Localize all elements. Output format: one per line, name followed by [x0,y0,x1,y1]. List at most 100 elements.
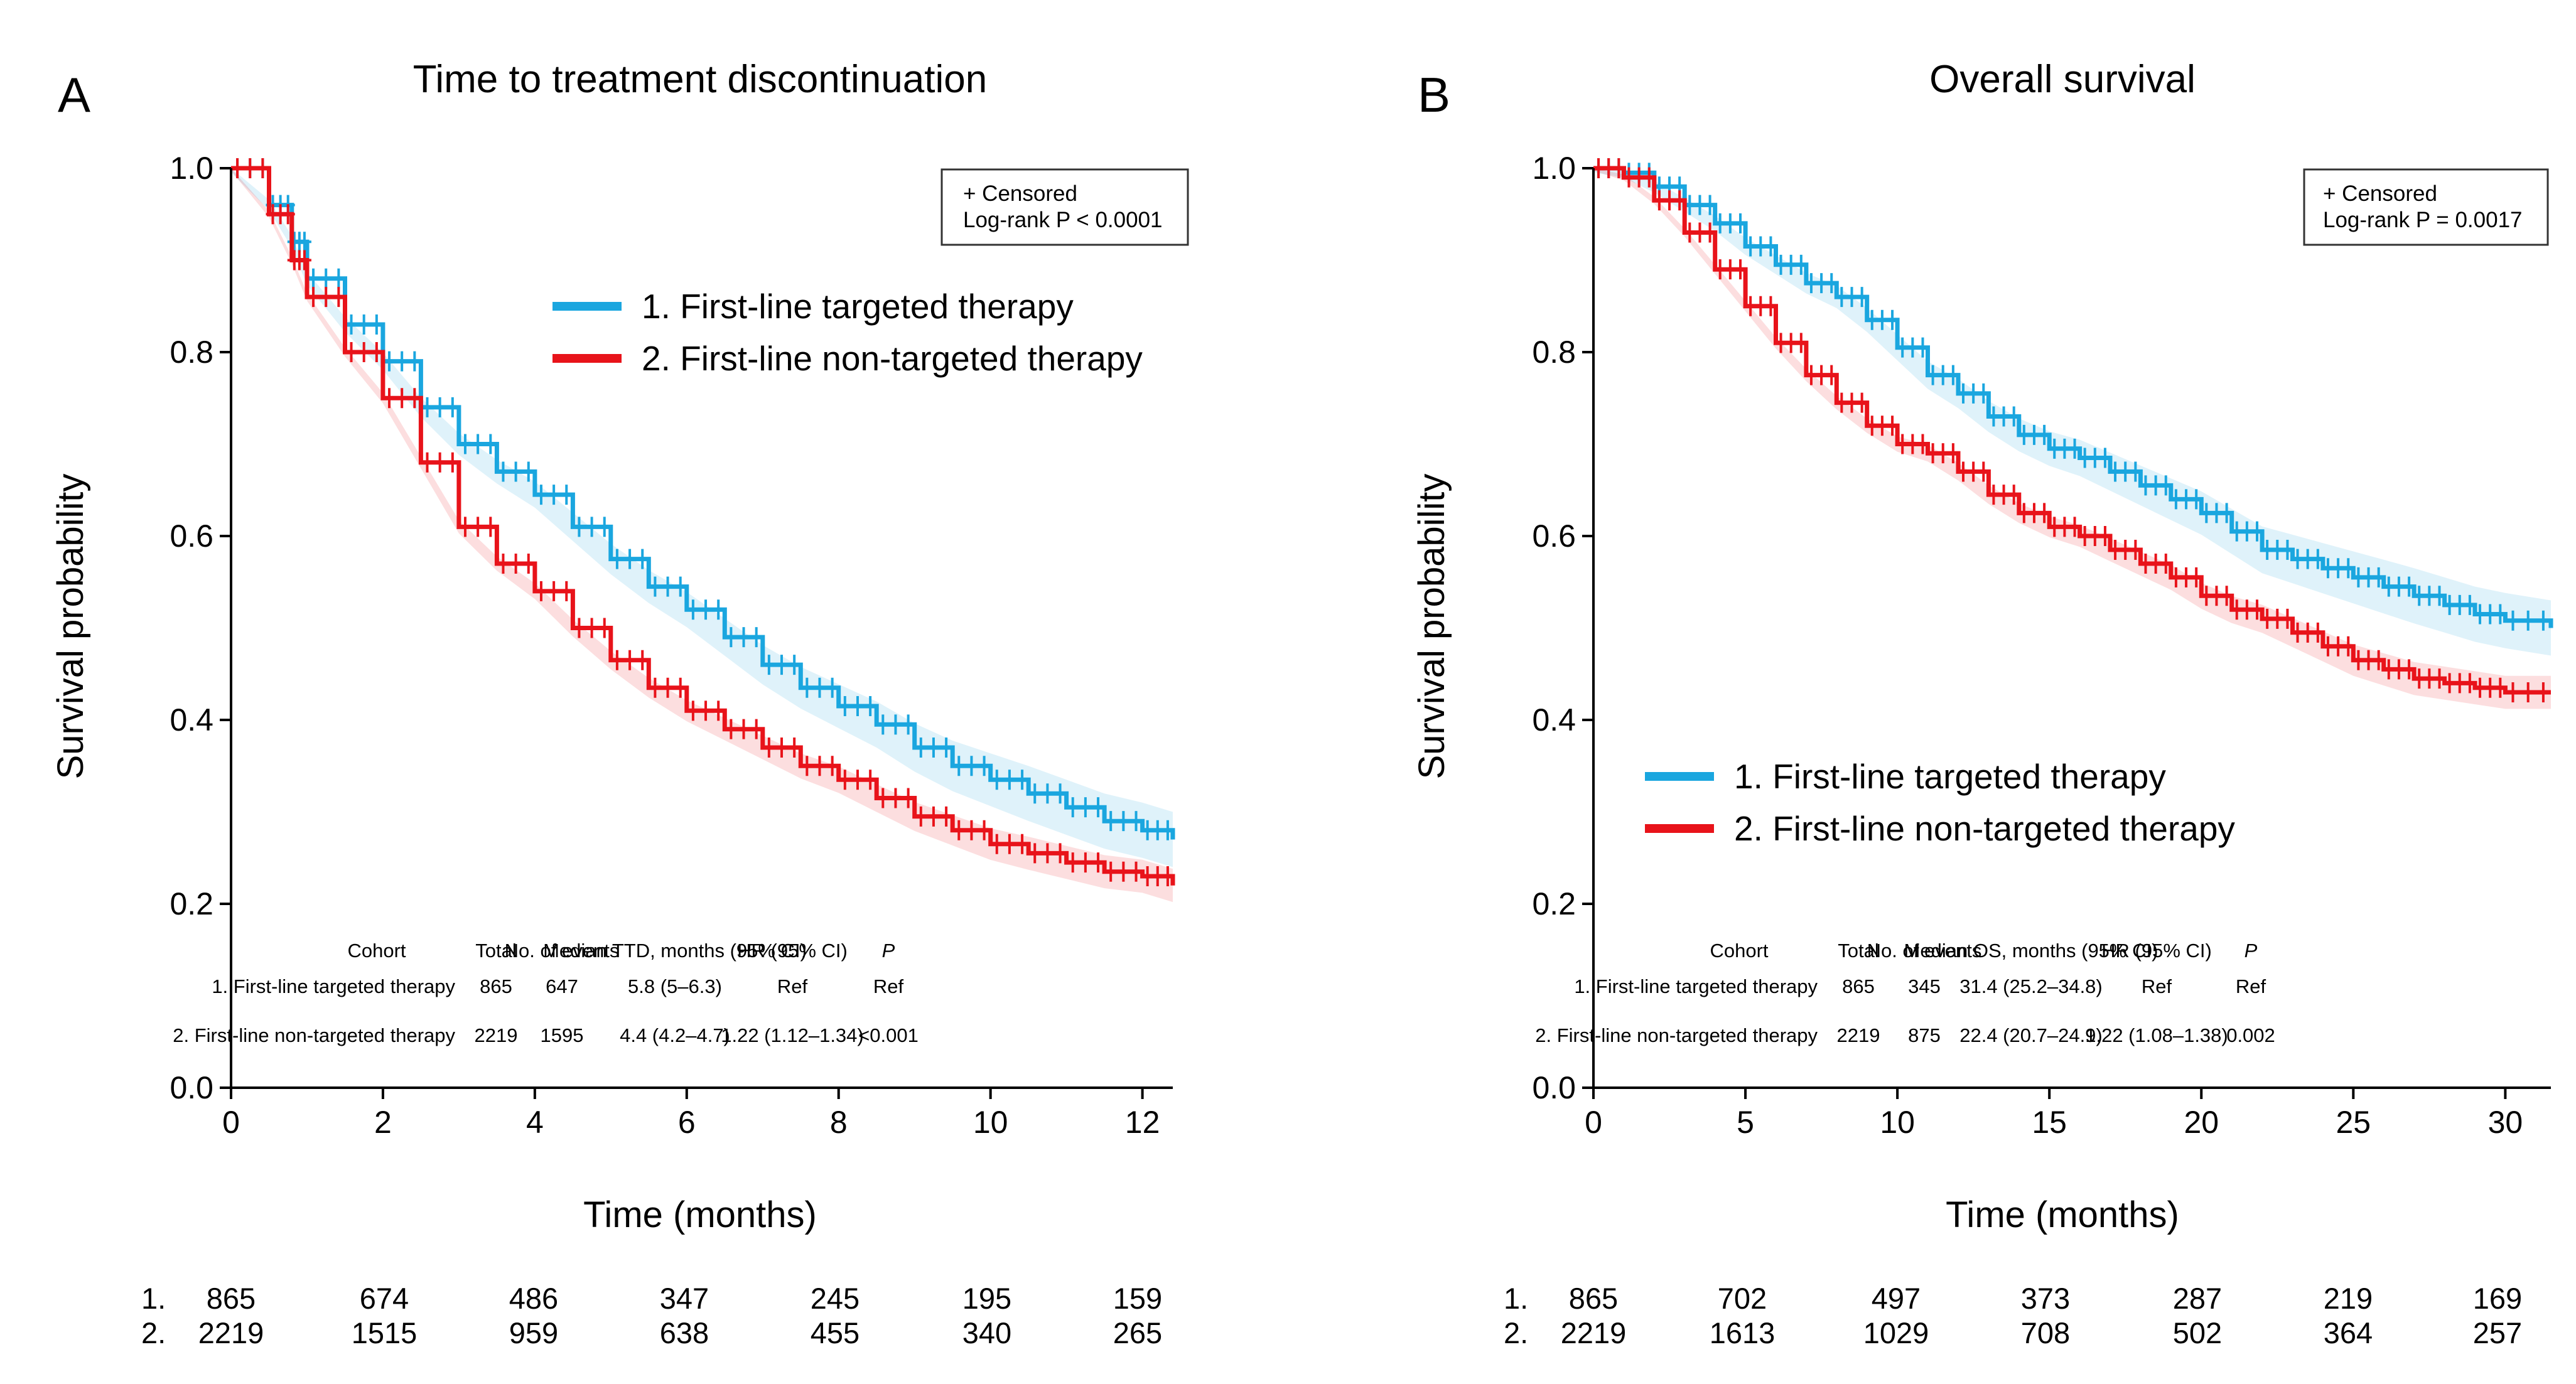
censor-mark [1824,273,1839,294]
censor-mark [913,737,928,758]
risk-a-2-1: 1515 [352,1316,418,1349]
panel-b-censored-label: + Censored [2323,181,2437,206]
censor-mark [319,268,333,289]
panel-b-ytick-label: 0.8 [1532,335,1576,370]
risk-b-2-5: 364 [2324,1316,2373,1349]
censor-mark [1855,287,1869,308]
table-row-1-total: 865 [480,975,512,997]
censor-mark [825,756,839,776]
risk-a-row-1-label: 1. [141,1282,166,1315]
censor-mark [1002,770,1016,790]
table-b-header-cohort: Cohort [1710,940,1768,962]
risk-b-2-4: 502 [2173,1316,2222,1349]
censor-mark [775,655,789,675]
censor-mark [1976,461,1991,482]
censor-mark [1091,852,1106,873]
censor-mark [496,461,510,482]
censor-mark [876,788,890,808]
censor-mark [2219,503,2234,523]
censor-mark [2280,608,2295,629]
panel-a-ytick-label: 0.0 [170,1070,213,1105]
censor-mark [420,452,434,473]
censor-mark [572,517,586,537]
censor-mark [2007,485,2021,505]
censor-mark [1916,337,1930,358]
panel-b-plot: 0.0 0.2 0.4 0.6 0.8 1.0 0 5 10 15 20 25 30 [1532,151,2553,1140]
table-b-header-total: Total [1838,940,1878,962]
risk-b-2-6: 257 [2473,1316,2522,1349]
risk-a-1-2: 486 [509,1282,558,1315]
table-header-events: No. of events [505,940,620,962]
panel-a-legend-2: 2. First-line non-targeted therapy [642,339,1143,378]
censor-mark [913,806,928,827]
censor-mark [2371,567,2386,587]
censor-mark [1855,392,1869,413]
table-b-row-1-events: 345 [1908,975,1941,997]
censor-mark [521,553,536,574]
censor-mark [1040,783,1055,804]
censor-mark [2432,668,2447,689]
panel-b-series-2-censor-marks [1592,158,2550,703]
censor-mark [775,737,789,758]
risk-a-2-2: 959 [509,1316,558,1349]
censor-mark [2521,610,2535,631]
panel-a-xtick-label: 8 [830,1105,848,1140]
censor-mark [2067,517,2082,537]
censor-mark [2536,682,2550,703]
panel-a-ytick-label: 1.0 [170,151,213,186]
risk-a-2-5: 340 [962,1316,1011,1349]
censor-mark [2371,650,2386,670]
table-b-row-2-p: 0.002 [2226,1024,2275,1046]
risk-a-1-3: 347 [660,1282,709,1315]
censor-mark [1002,834,1016,854]
table-b-row-1-median: 31.4 (25.2–34.8) [1959,975,2103,997]
table-header-median: Median TTD, months (95% CI) [543,940,807,962]
risk-b-2-0: 2219 [1561,1316,1627,1349]
censor-mark [2310,622,2325,643]
censor-mark [1885,416,1900,436]
censor-mark [989,834,1004,854]
censor-mark [407,388,422,409]
censor-mark [509,461,523,482]
panel-b-logrank-label: Log-rank P = 0.0017 [2323,208,2523,232]
table-header-total: Total [475,940,516,962]
table-row-1-cohort: 1. First-line targeted therapy [212,975,455,997]
table-b-row-2-median: 22.4 (20.7–24.9) [1959,1024,2103,1046]
censor-mark [610,650,624,670]
panel-b-legend-1: 1. First-line targeted therapy [1734,757,2166,796]
censor-mark [331,268,346,289]
censor-mark [2341,558,2356,579]
censor-mark [812,677,827,698]
table-header-cohort: Cohort [347,940,406,962]
panel-a-logrank-label: Log-rank P < 0.0001 [963,208,1163,232]
censor-mark [395,388,409,409]
risk-a-2-4: 455 [811,1316,860,1349]
censor-mark [2280,539,2295,560]
censor-mark [2098,448,2112,468]
table-row-2-median: 4.4 (4.2–4.7) [620,1024,730,1046]
table-header-hr: HR (95% CI) [737,940,848,962]
table-row-1-p: Ref [873,975,904,997]
panel-b-xtick-label: 30 [2488,1105,2523,1140]
censor-mark [673,576,687,597]
risk-a-1-5: 195 [962,1282,1011,1315]
censor-mark [736,719,751,739]
panel-b-xlabel: Time (months) [1946,1194,2179,1235]
censor-mark [2493,604,2508,625]
censor-mark [547,485,561,505]
censor-mark [825,677,839,698]
table-b-row-1-hr: Ref [2142,975,2172,997]
panel-b-ytick-label: 0.2 [1532,886,1576,921]
censor-mark [1065,852,1080,873]
table-row-2-cohort: 2. First-line non-targeted therapy [173,1024,455,1046]
panel-b-xtick-label: 0 [1585,1105,1602,1140]
censor-mark [749,719,763,739]
censor-mark [357,314,371,335]
censor-mark [1015,834,1030,854]
censor-mark [1028,783,1042,804]
censor-mark [660,576,675,597]
censor-mark [433,397,447,417]
panel-b-legend-2: 2. First-line non-targeted therapy [1734,809,2235,848]
censor-mark [344,342,358,362]
